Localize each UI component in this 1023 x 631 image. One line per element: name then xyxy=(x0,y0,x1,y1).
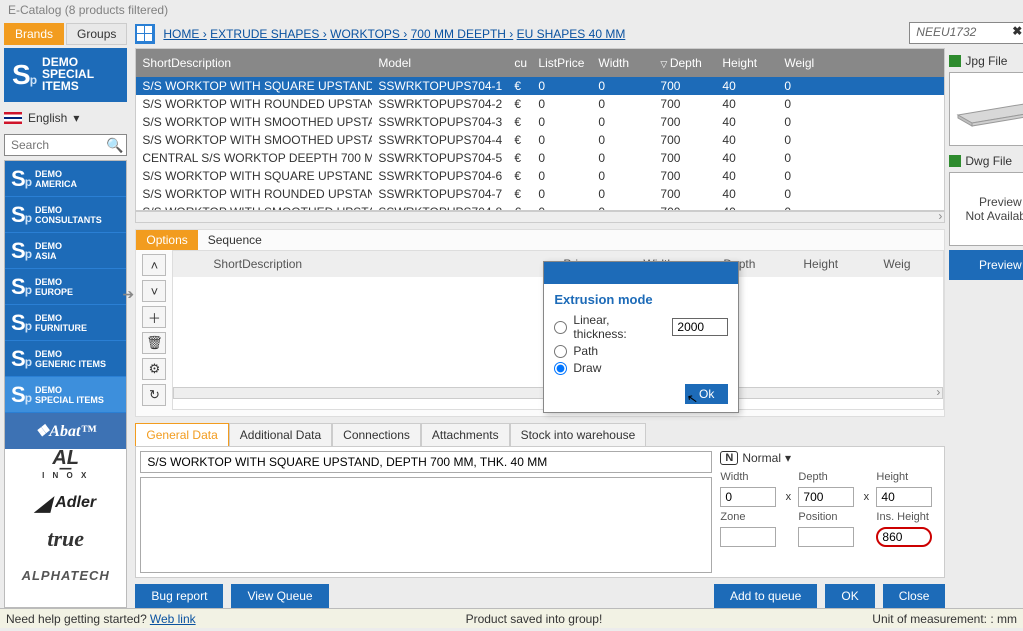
brand-logo: Sp DEMOSPECIAL ITEMS xyxy=(4,48,127,102)
view-queue-button[interactable]: View Queue xyxy=(231,584,328,608)
dwg-status-icon xyxy=(949,155,961,167)
ins-height-input[interactable] xyxy=(876,527,932,547)
brand-logo-item[interactable]: ❖Abat™ xyxy=(5,413,126,449)
brand-logo-item[interactable]: A͟LI N O X xyxy=(5,449,126,485)
brand-item[interactable]: SpDEMOSPECIAL ITEMS xyxy=(5,377,126,413)
left-tabs: Brands Groups xyxy=(4,22,127,46)
brand-list[interactable]: SpDEMOAMERICASpDEMOCONSULTANTSSpDEMOASIA… xyxy=(4,160,127,608)
breadcrumb-link[interactable]: EU SHAPES 40 MM xyxy=(517,27,626,41)
brand-item[interactable]: SpDEMOGENERIC ITEMS xyxy=(5,341,126,377)
tab-additional-data[interactable]: Additional Data xyxy=(229,423,332,446)
dwg-preview: PreviewNot Available xyxy=(949,172,1023,246)
depth-input[interactable] xyxy=(798,487,854,507)
type-badge: N xyxy=(720,451,738,465)
delete-button[interactable]: 🗑 xyxy=(142,332,166,354)
table-row[interactable]: S/S WORKTOP WITH SQUARE UPSTAND, DESSWRK… xyxy=(136,77,944,95)
extrusion-dialog: Extrusion mode Linear, thickness: Path D… xyxy=(543,261,739,413)
type-label[interactable]: Normal xyxy=(742,451,781,465)
radio-path[interactable]: Path xyxy=(554,344,728,358)
brand-item[interactable]: SpDEMOCONSULTANTS xyxy=(5,197,126,233)
preview-button[interactable]: Preview xyxy=(949,250,1023,280)
language-select[interactable]: English xyxy=(28,111,67,125)
search-icon[interactable]: 🔍 xyxy=(106,137,123,154)
options-toolbar: ˄ ˅ ＋ 🗑 ⚙ ↻ xyxy=(136,250,172,410)
table-row[interactable]: S/S WORKTOP WITH SMOOTHED UPSTAND,SSWRKT… xyxy=(136,131,944,149)
window-title: E-Catalog (8 products filtered) xyxy=(0,0,1023,22)
tab-general-data[interactable]: General Data xyxy=(135,423,228,446)
bug-report-button[interactable]: Bug report xyxy=(135,584,223,608)
tab-options[interactable]: Options xyxy=(136,230,197,250)
weblink[interactable]: Web link xyxy=(150,612,196,626)
brand-item[interactable]: SpDEMOAMERICA xyxy=(5,161,126,197)
table-row[interactable]: S/S WORKTOP WITH SMOOTHED UPSTAND,SSWRKT… xyxy=(136,113,944,131)
width-input[interactable] xyxy=(720,487,776,507)
table-row[interactable]: S/S WORKTOP WITH SQUARE UPSTAND, DESSWRK… xyxy=(136,167,944,185)
notes-area[interactable] xyxy=(140,477,712,573)
refresh-button[interactable]: ↻ xyxy=(142,384,166,406)
breadcrumb: HOME › EXTRUDE SHAPES › WORKTOPS › 700 M… xyxy=(163,27,945,41)
dialog-titlebar[interactable] xyxy=(544,262,738,284)
top-search-input[interactable] xyxy=(916,25,1006,39)
brand-logo-item[interactable]: true xyxy=(5,521,126,557)
breadcrumb-link[interactable]: 700 MM DEEPTH › xyxy=(411,27,514,41)
ok-button[interactable]: OK xyxy=(825,584,874,608)
move-up-button[interactable]: ˄ xyxy=(142,254,166,276)
table-row[interactable]: S/S WORKTOP WITH ROUNDED UPSTAND, DSSWRK… xyxy=(136,95,944,113)
table-header: ShortDescription Model cu ListPrice Widt… xyxy=(136,49,944,77)
brand-logo-item[interactable]: ◢ Adler xyxy=(5,485,126,521)
zone-input[interactable] xyxy=(720,527,776,547)
breadcrumb-link[interactable]: WORKTOPS › xyxy=(330,27,407,41)
tab-stock[interactable]: Stock into warehouse xyxy=(510,423,647,446)
grid-view-icon[interactable] xyxy=(135,24,155,44)
jpg-status-icon xyxy=(949,55,961,67)
brand-logo-item[interactable]: ALPHATECH xyxy=(5,557,126,593)
thickness-input[interactable] xyxy=(672,318,728,336)
chevron-down-icon[interactable]: ▾ xyxy=(73,111,79,125)
flag-icon xyxy=(4,112,22,124)
table-row[interactable]: S/S WORKTOP WITH ROUNDED UPSTAND, DSSWRK… xyxy=(136,185,944,203)
radio-linear[interactable]: Linear, thickness: xyxy=(554,313,728,341)
close-button[interactable]: Close xyxy=(883,584,946,608)
clear-icon[interactable]: ✖ xyxy=(1012,24,1022,38)
breadcrumb-link[interactable]: EXTRUDE SHAPES › xyxy=(210,27,327,41)
product-table: ShortDescription Model cu ListPrice Widt… xyxy=(135,48,945,212)
tab-sequence[interactable]: Sequence xyxy=(198,230,272,250)
tab-connections[interactable]: Connections xyxy=(332,423,421,446)
chevron-down-icon[interactable]: ▾ xyxy=(785,451,791,465)
jpg-preview xyxy=(949,72,1023,146)
move-down-button[interactable]: ˅ xyxy=(142,280,166,302)
add-button[interactable]: ＋ xyxy=(142,306,166,328)
height-input[interactable] xyxy=(876,487,932,507)
breadcrumb-link[interactable]: HOME › xyxy=(163,27,206,41)
radio-draw[interactable]: Draw xyxy=(554,361,728,375)
tab-attachments[interactable]: Attachments xyxy=(421,423,510,446)
arrow-right-icon: ➔ xyxy=(122,286,134,303)
tab-groups[interactable]: Groups xyxy=(66,23,127,45)
description-input[interactable] xyxy=(140,451,712,473)
brand-item[interactable]: SpDEMOASIA xyxy=(5,233,126,269)
gear-button[interactable]: ⚙ xyxy=(142,358,166,380)
h-scrollbar[interactable] xyxy=(135,211,945,223)
top-search[interactable]: ✖ xyxy=(909,22,1023,44)
dialog-heading: Extrusion mode xyxy=(554,292,728,307)
add-to-queue-button[interactable]: Add to queue xyxy=(714,584,817,608)
brand-item[interactable]: SpDEMOEUROPE xyxy=(5,269,126,305)
status-bar: Need help getting started? Web link Prod… xyxy=(0,608,1023,628)
tab-brands[interactable]: Brands xyxy=(4,23,64,45)
position-input[interactable] xyxy=(798,527,854,547)
table-row[interactable]: S/S WORKTOP WITH SMOOTHED UPSTAND,SSWRKT… xyxy=(136,203,944,212)
brand-item[interactable]: SpDEMOFURNITURE xyxy=(5,305,126,341)
table-row[interactable]: CENTRAL S/S WORKTOP DEEPTH 700 MM, TSSWR… xyxy=(136,149,944,167)
